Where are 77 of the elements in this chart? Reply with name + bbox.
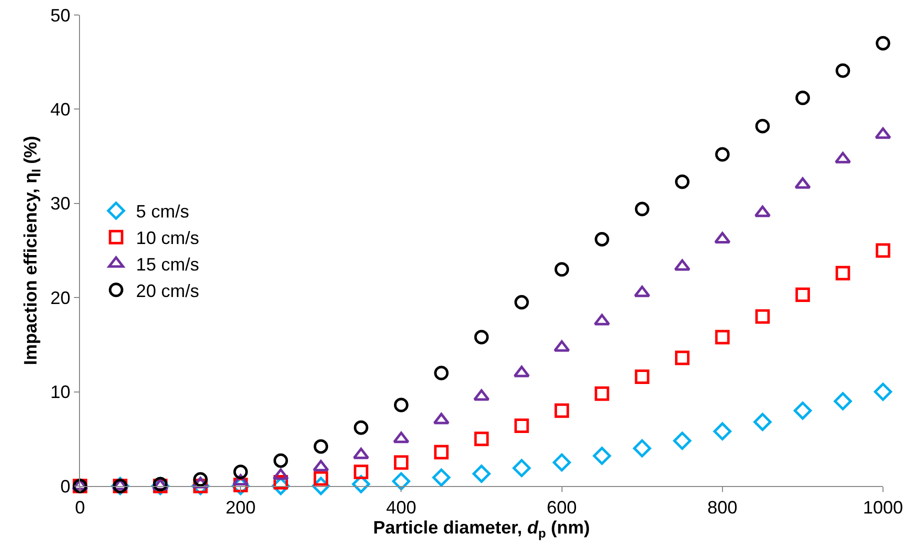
point [354,420,368,435]
y-tick-label: 50 [50,5,70,26]
point [673,432,692,450]
point [592,446,611,465]
point [274,453,288,468]
point [272,468,289,480]
point [432,468,450,487]
legend-label: 5 cm/s [136,202,190,222]
point [754,412,772,431]
legend-label: 15 cm/s [136,254,200,275]
point [472,464,491,483]
point [314,439,328,454]
y-tick-label: 0 [60,476,70,496]
point [312,460,330,472]
x-axis-title: Particle diameter, d$_{p}$ (nm) [373,518,590,540]
point [394,398,408,412]
point [675,350,690,366]
point [714,232,731,244]
point [393,432,410,444]
point [634,286,650,298]
point [434,366,449,380]
point [392,472,410,490]
x-tick-label: 200 [226,498,256,518]
point [755,118,770,134]
point [874,382,892,401]
y-tick-label: 30 [50,194,70,214]
point [755,309,770,324]
point [633,439,652,458]
point [352,448,370,460]
point [552,453,571,472]
point [836,63,850,78]
x-tick-label: 400 [386,498,416,518]
x-tick-label: 0 [74,498,86,518]
point [713,422,732,440]
point [754,206,771,218]
x-tick-label: 1000 [862,498,904,518]
x-tick-label: 800 [707,498,738,518]
point [434,444,449,460]
x-tick-label: 600 [546,498,577,518]
point [715,330,730,344]
point [876,243,890,258]
point [674,259,690,271]
point [554,340,570,352]
point [834,392,852,410]
point [233,464,248,480]
y-tick-label: 40 [50,100,70,120]
point [514,418,529,433]
point [634,202,650,216]
point [513,366,530,378]
point [675,174,690,189]
legend-label: 20 cm/s [136,280,200,301]
point [634,369,650,384]
point [715,147,730,162]
legend-label: 10 cm/s [136,228,200,248]
point [554,403,570,418]
point [876,36,890,51]
point [512,459,531,478]
point [433,412,450,424]
point [354,464,368,480]
point [474,432,489,446]
point [473,389,490,401]
point [794,177,811,189]
point [836,266,850,280]
point [874,127,892,139]
point [594,386,610,401]
point [795,288,810,302]
point [514,295,529,310]
point [394,455,408,470]
point [554,262,570,277]
point [834,152,852,164]
point [594,232,610,246]
point [474,330,489,344]
point [794,402,812,420]
y-tick-label: 10 [50,382,70,402]
point [594,314,610,326]
point [795,90,810,106]
y-tick-label: 20 [50,288,70,308]
